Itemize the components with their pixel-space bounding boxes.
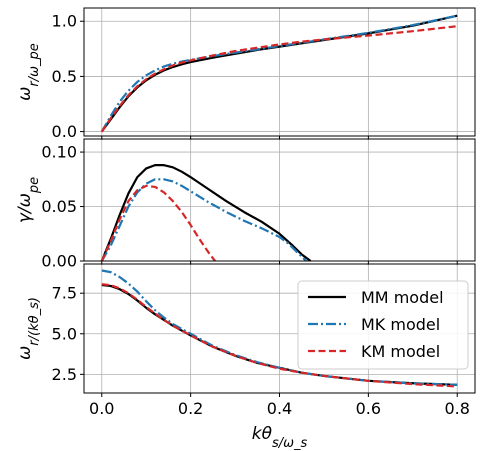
series-line-km-model	[100, 25, 458, 133]
y-axis-label: ωr/ω_pe	[15, 43, 42, 101]
series-line-mk-model	[100, 14, 458, 133]
y-tick-label: 1.0	[52, 12, 77, 31]
y-tick-label: 0.10	[41, 143, 77, 162]
series-group	[100, 14, 458, 133]
x-axis-label: kθs/ω_s	[252, 424, 308, 451]
panel-2: 0.00 0.05 0.10 γ/ωpe	[15, 138, 476, 271]
y-tick-label: 2.5	[52, 365, 77, 384]
x-tick-label: 0.8	[445, 399, 470, 418]
x-tick-label: 0.4	[267, 399, 292, 418]
y-tick-label: 0.05	[41, 197, 77, 216]
x-tick-label: 0.6	[356, 399, 381, 418]
x-tick-label: 0.0	[89, 399, 114, 418]
panel-1: 0.0 0.5 1.0 ωr/ω_pe	[15, 7, 476, 141]
series-line-km-model	[100, 184, 216, 261]
legend-box	[297, 280, 469, 370]
legend-label: MM model	[361, 288, 444, 307]
y-tick-label: 0.5	[52, 67, 77, 86]
x-tick-label: 0.2	[178, 399, 203, 418]
y-axis-label: ωr/(kθ_s)	[15, 297, 42, 360]
legend-label: MK model	[361, 315, 440, 334]
legend-label: KM model	[361, 342, 440, 361]
series-group	[101, 269, 458, 388]
legend: MM model MK model KM model	[297, 280, 469, 370]
series-line-km-model	[101, 283, 458, 388]
y-tick-label: 0.0	[52, 122, 77, 141]
series-group	[100, 164, 312, 261]
series-line-mm-model	[100, 164, 312, 261]
series-line-mk-model	[100, 178, 307, 261]
series-line-mk-model	[101, 269, 458, 386]
y-tick-label: 0.00	[41, 252, 77, 271]
y-axis-label: γ/ωpe	[15, 177, 42, 223]
y-tick-label: 7.5	[52, 284, 77, 303]
panel-3: 2.5 5.0 7.5 0.0 0.2 0.4 0.6 0.8 ωr/(kθ_s) kθs/ω_s…	[15, 263, 476, 451]
y-tick-label: 5.0	[52, 324, 77, 343]
